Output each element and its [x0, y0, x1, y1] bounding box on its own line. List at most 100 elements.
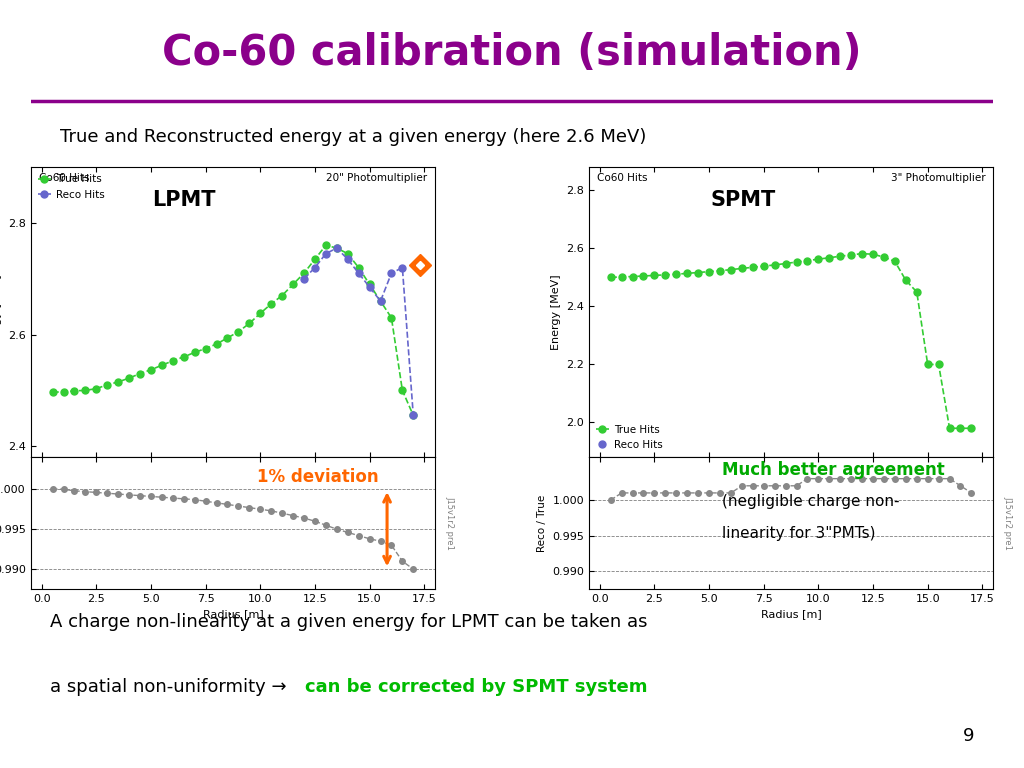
Reco Hits: [396, 263, 409, 272]
Reco Hits: [385, 269, 397, 278]
Reco Hits: [298, 274, 310, 283]
True Hits: [966, 424, 978, 433]
True Hits: [408, 411, 420, 420]
True Hits: [900, 276, 912, 285]
True Hits: [954, 424, 967, 433]
True Hits: [396, 386, 409, 395]
True Hits: [648, 271, 660, 280]
True Hits: [232, 327, 245, 336]
True Hits: [933, 360, 945, 369]
True Hits: [385, 313, 397, 323]
X-axis label: Radius [m]: Radius [m]: [203, 610, 263, 620]
True Hits: [835, 252, 847, 261]
True Hits: [200, 344, 212, 353]
True Hits: [867, 250, 880, 259]
True Hits: [802, 256, 814, 265]
True Hits: [342, 249, 354, 258]
Text: LPMT: LPMT: [152, 190, 215, 210]
True Hits: [375, 296, 387, 306]
Text: linearity for 3"PMTs): linearity for 3"PMTs): [722, 526, 876, 541]
Text: 1% deviation: 1% deviation: [257, 468, 379, 486]
True Hits: [659, 270, 672, 280]
True Hits: [144, 365, 157, 374]
Text: J15v1r2 pre1: J15v1r2 pre1: [445, 496, 455, 550]
True Hits: [615, 272, 628, 281]
Legend: True Hits, Reco Hits: True Hits, Reco Hits: [36, 172, 106, 202]
Text: 3" Photomultiplier: 3" Photomultiplier: [891, 173, 985, 183]
True Hits: [156, 361, 168, 370]
True Hits: [364, 280, 376, 289]
Line: True Hits: True Hits: [49, 242, 417, 419]
True Hits: [670, 270, 682, 279]
True Hits: [69, 386, 81, 396]
True Hits: [352, 263, 365, 272]
True Hits: [123, 373, 135, 382]
True Hits: [922, 360, 934, 369]
True Hits: [188, 348, 201, 357]
True Hits: [779, 259, 792, 268]
Reco Hits: [309, 263, 322, 272]
True Hits: [637, 271, 649, 280]
Reco Hits: [342, 255, 354, 264]
True Hits: [856, 249, 868, 258]
Reco Hits: [375, 296, 387, 306]
True Hits: [298, 269, 310, 278]
True Hits: [331, 243, 343, 253]
True Hits: [57, 387, 70, 396]
Line: Reco Hits: Reco Hits: [300, 245, 417, 419]
Text: True and Reconstructed energy at a given energy (here 2.6 MeV): True and Reconstructed energy at a given…: [59, 128, 646, 147]
True Hits: [309, 255, 322, 264]
True Hits: [287, 280, 299, 289]
Text: A charge non-linearity at a given energy for LPMT can be taken as: A charge non-linearity at a given energy…: [50, 614, 647, 631]
True Hits: [681, 269, 693, 278]
X-axis label: Radius [m]: Radius [m]: [761, 610, 821, 620]
Text: 9: 9: [963, 727, 974, 745]
True Hits: [812, 254, 824, 263]
True Hits: [889, 257, 901, 266]
True Hits: [243, 319, 255, 328]
Line: True Hits: True Hits: [607, 250, 975, 432]
True Hits: [692, 268, 705, 277]
True Hits: [265, 300, 278, 309]
True Hits: [167, 356, 179, 366]
Reco Hits: [408, 411, 420, 420]
Text: can be corrected by SPMT system: can be corrected by SPMT system: [305, 678, 647, 697]
True Hits: [254, 309, 266, 318]
True Hits: [758, 262, 770, 271]
Text: a spatial non-uniformity →: a spatial non-uniformity →: [50, 678, 292, 697]
True Hits: [746, 263, 759, 272]
True Hits: [910, 287, 923, 296]
True Hits: [101, 380, 114, 389]
True Hits: [845, 250, 857, 260]
True Hits: [823, 253, 836, 263]
Y-axis label: Energy [MeV]: Energy [MeV]: [0, 274, 2, 350]
Reco Hits: [319, 249, 332, 258]
Reco Hits: [364, 283, 376, 292]
Text: SPMT: SPMT: [711, 190, 775, 210]
Y-axis label: Energy [MeV]: Energy [MeV]: [551, 274, 560, 350]
Text: Co60 Hits: Co60 Hits: [39, 173, 89, 183]
True Hits: [319, 240, 332, 250]
True Hits: [878, 253, 890, 262]
Text: Co60 Hits: Co60 Hits: [597, 173, 647, 183]
True Hits: [943, 424, 955, 433]
True Hits: [769, 260, 781, 270]
Reco Hits: [352, 269, 365, 278]
True Hits: [725, 265, 737, 274]
True Hits: [276, 291, 289, 300]
Text: (negligible charge non-: (negligible charge non-: [722, 494, 900, 509]
True Hits: [112, 377, 124, 386]
True Hits: [221, 333, 233, 343]
True Hits: [735, 264, 748, 273]
True Hits: [702, 267, 715, 276]
Y-axis label: Reco / True: Reco / True: [537, 495, 547, 552]
True Hits: [134, 369, 146, 378]
True Hits: [79, 386, 91, 395]
Text: Co-60 calibration (simulation): Co-60 calibration (simulation): [162, 31, 862, 74]
True Hits: [177, 353, 189, 362]
True Hits: [90, 384, 102, 393]
Text: Much better agreement: Much better agreement: [722, 462, 945, 479]
True Hits: [210, 339, 222, 349]
True Hits: [46, 387, 58, 396]
Text: J15v1r2 pre1: J15v1r2 pre1: [1004, 496, 1013, 550]
